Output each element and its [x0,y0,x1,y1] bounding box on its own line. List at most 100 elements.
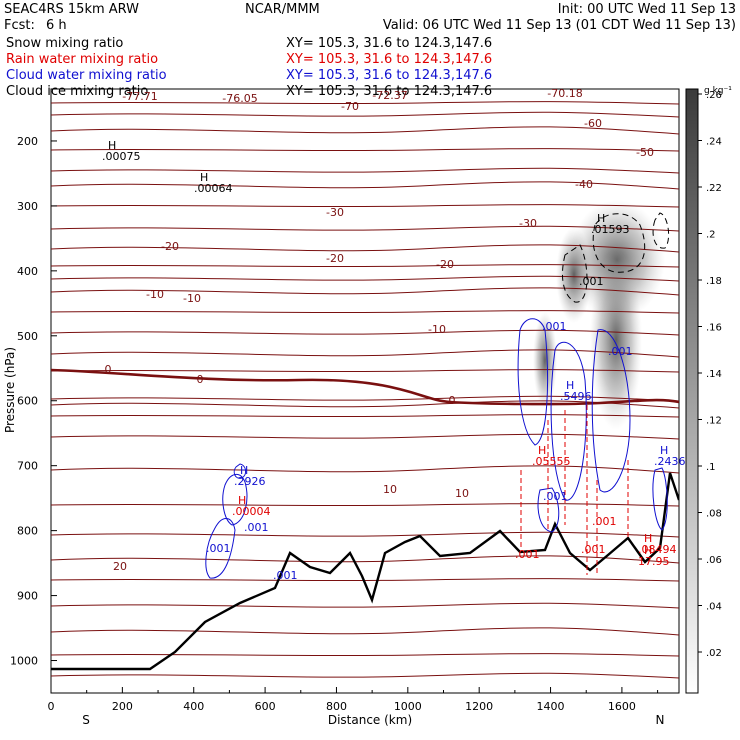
ice-contour-1 [562,244,588,303]
y-tick-label: 1000 [10,655,38,668]
isotherm [51,627,679,636]
axes: 0 200 400 600 800 1000 1200 1400 160020030040050… [10,135,664,727]
cloud-water-cell-5 [652,467,668,531]
maximum-value: .08494 [638,543,677,556]
colorbar-tick-label: .26 [706,90,722,101]
isotherm [51,672,679,679]
snow-shade-column [590,250,642,430]
maximum-value: .001 [273,569,298,582]
isotherm [51,578,679,582]
x-tick-label: 1000 [394,700,422,713]
isotherm [51,414,679,418]
temperature-label: -10 [146,288,164,301]
maximum-marker: H [240,464,248,477]
maximum-value: .001 [579,275,604,288]
cloud-water-contours [205,318,668,579]
snow-shade-plume-left [556,227,592,323]
cloud-water-cell-3 [591,329,631,493]
freezing-level-isotherm [51,368,679,406]
temperature-label: 10 [455,487,469,500]
isotherm [51,225,679,232]
isotherm [51,531,679,538]
temperature-label: -10 [183,292,201,305]
y-tick-label: 200 [17,135,38,148]
cloud-water-cell-1 [517,318,549,446]
maximum-marker: H [566,379,574,392]
colorbar [685,88,699,694]
isotherm [51,181,679,190]
field-legend-name: Cloud ice mixing ratio [6,84,148,99]
isotherm [51,204,679,208]
isotherm [51,111,679,118]
y-axis-label: Pressure (hPa) [3,347,17,433]
south-label: S [82,713,90,727]
temperature-label: -10 [428,323,446,336]
temperature-label: -20 [161,240,179,253]
maximum-marker: H [644,532,652,545]
isotherm [51,287,679,296]
isotherm [51,244,679,253]
maximum-value: .01593 [591,223,630,236]
isotherm [51,264,679,268]
cloud-water-cell-west-3 [233,463,247,479]
x-tick-label: 1600 [608,700,636,713]
temperature-label: 0 [197,373,204,386]
field-legend-xy: XY= 105.3, 31.6 to 124.3,147.6 [286,52,492,67]
maximum-value: 17.95 [638,555,670,568]
maximum-value: .2926 [234,475,266,488]
plot-frame [50,88,680,694]
colorbar-tick-label: .02 [706,648,722,659]
x-tick-label: 400 [183,700,204,713]
isotherm [51,148,679,152]
colorbar-units: g kg⁻¹ [704,86,732,96]
maximum-value: .05555 [532,455,571,468]
org-label: NCAR/MMM [245,2,320,17]
x-axis-label: Distance (km) [328,713,412,727]
x-tick-label: 800 [326,700,347,713]
temperature-label: -70.18 [547,87,582,100]
maximum-marker: H [200,171,208,184]
x-tick-label: 1400 [537,700,565,713]
colorbar-tick-label: .2 [706,230,716,241]
maximum-value: .001 [581,543,606,556]
maximum-value: .001 [592,515,617,528]
maximum-value: .5496 [560,390,592,403]
maximum-value: .00064 [194,182,233,195]
field-legend-xy: XY= 105.3, 31.6 to 124.3,147.6 [286,36,492,51]
temperature-label: -70 [341,100,359,113]
y-tick-label: 600 [17,395,38,408]
colorbar-tick-label: .12 [706,416,722,427]
y-tick-label: 700 [17,460,38,473]
isotherm [51,329,679,336]
snow-shading [533,200,665,430]
model-title: SEAC4RS 15km ARW [4,2,139,17]
isotherm [51,395,679,402]
temperature-label: -50 [636,146,654,159]
isotherm [51,167,679,174]
maximum-value: .001 [515,548,540,561]
ice-contour-3 [652,212,670,249]
snow-shade-left-column [533,312,557,408]
colorbar-tick-label: .06 [706,555,722,566]
terrain-line [51,472,679,671]
fcst-label: Fcst: [4,18,35,33]
temperature-label: 0 [105,363,112,376]
maximum-value: .001 [244,521,269,534]
field-legend-xy: XY= 105.3, 31.6 to 124.3,147.6 [286,84,492,99]
x-tick-label: 600 [255,700,276,713]
temperature-label: -30 [326,206,344,219]
isotherm [51,126,679,135]
maximum-value: .001 [608,345,633,358]
temperature-label: 0 [449,394,456,407]
temperature-label: -30 [519,217,537,230]
maximum-value: .2436 [654,455,686,468]
north-label: N [656,713,665,727]
y-tick-label: 300 [17,200,38,213]
isotherm [51,310,679,314]
y-tick-label: 800 [17,525,38,538]
isotherm [51,503,679,507]
colorbar-tick-label: .14 [706,369,722,380]
maximum-value: .001 [543,490,568,503]
field-legend-xy: XY= 105.3, 31.6 to 124.3,147.6 [286,68,492,83]
